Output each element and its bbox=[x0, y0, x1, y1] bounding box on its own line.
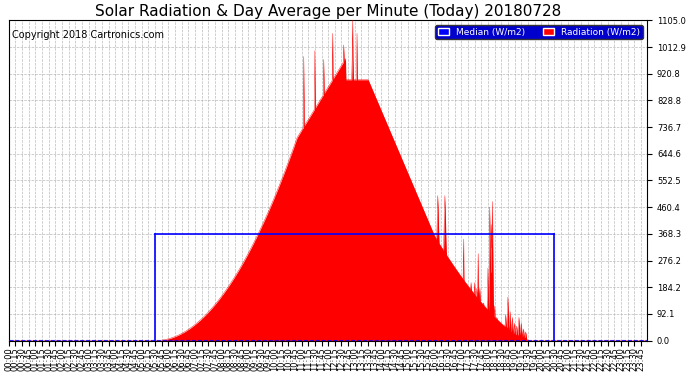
Title: Solar Radiation & Day Average per Minute (Today) 20180728: Solar Radiation & Day Average per Minute… bbox=[95, 4, 561, 19]
Legend: Median (W/m2), Radiation (W/m2): Median (W/m2), Radiation (W/m2) bbox=[435, 25, 642, 39]
Text: Copyright 2018 Cartronics.com: Copyright 2018 Cartronics.com bbox=[12, 30, 164, 40]
